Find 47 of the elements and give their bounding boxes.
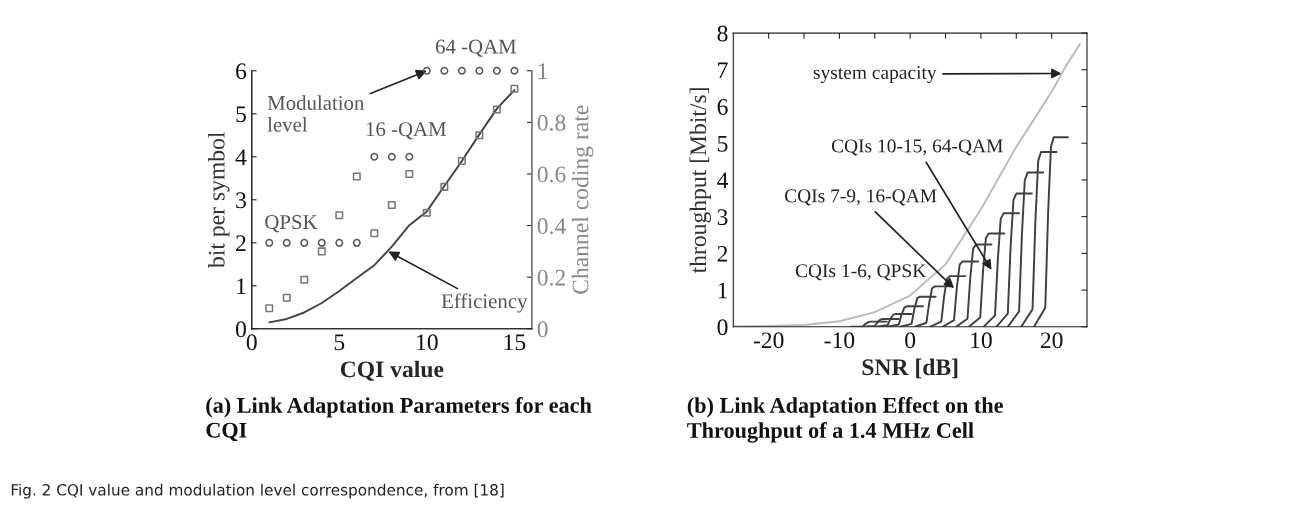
annotation: CQIs 1-6, QPSK xyxy=(795,264,927,281)
x-axis-title: CQI value xyxy=(340,360,444,381)
y-tick-label: 2 xyxy=(717,245,728,262)
text: (a) Link Adaptation Parameters for each CQI xyxy=(206,397,592,442)
caption: Fig. 2 CQI value and modulation level correspondence, from [18] xyxy=(11,483,504,499)
x-tick-label: 15 xyxy=(504,334,526,351)
y-tick-label: 2 xyxy=(236,235,246,251)
y-axis-title: bit per symbol xyxy=(208,132,230,268)
y2-tick-label: 0 xyxy=(537,321,548,338)
y-tick-label: 4 xyxy=(717,172,729,189)
y-tick-label: 3 xyxy=(236,192,246,209)
y2-tick-label: 0.2 xyxy=(537,269,565,286)
annotation: CQIs 7-9, 16-QAM xyxy=(785,189,937,206)
y-tick-label: 5 xyxy=(236,106,246,123)
x-tick-label: 0 xyxy=(905,332,916,349)
y-tick-label: 8 xyxy=(717,25,728,42)
y-tick-label: 4 xyxy=(235,149,247,165)
y-tick-label: 6 xyxy=(717,99,728,115)
y-tick-label: 6 xyxy=(236,63,247,80)
y-tick-label: 7 xyxy=(718,62,728,78)
annotation: Modulation level xyxy=(267,95,365,132)
y-tick-label: 5 xyxy=(717,135,728,152)
x-axis-title: SNR [dB] xyxy=(862,358,958,379)
y-tick-label: 0 xyxy=(717,319,728,336)
annotation: 64 -QAM xyxy=(435,39,517,57)
y-axis-title: throughput [Mbit/s] xyxy=(689,88,712,274)
y2-axis-title: Channel coding rate xyxy=(571,105,594,294)
x-tick-label: -10 xyxy=(824,332,855,349)
annotation: 16 -QAM xyxy=(366,122,447,140)
y-tick-label: 1 xyxy=(718,282,728,299)
y2-tick-label: 0.4 xyxy=(537,218,566,235)
y-tick-label: 3 xyxy=(717,209,728,226)
annotation: CQIs 10-15, 64-QAM xyxy=(831,139,1003,156)
y2-tick-label: 0.8 xyxy=(537,114,566,131)
text: (b) Link Adaptation Effect on the Throughput of a 1.4 MHz Cell xyxy=(687,397,1003,443)
x-tick-label: 10 xyxy=(971,332,992,349)
annotation: Efficiency xyxy=(441,293,528,313)
x-tick-label: -20 xyxy=(753,332,784,349)
x-tick-label: 5 xyxy=(334,334,345,351)
x-tick-label: 10 xyxy=(417,334,438,351)
y-tick-label: 1 xyxy=(237,278,246,294)
y2-tick-label: 1 xyxy=(538,63,548,79)
annotation: QPSK xyxy=(265,215,318,233)
annotation: system capacity xyxy=(813,65,937,84)
y2-tick-label: 0.6 xyxy=(537,166,566,183)
x-tick-label: 20 xyxy=(1040,332,1063,349)
y-tick-label: 0 xyxy=(235,321,246,338)
